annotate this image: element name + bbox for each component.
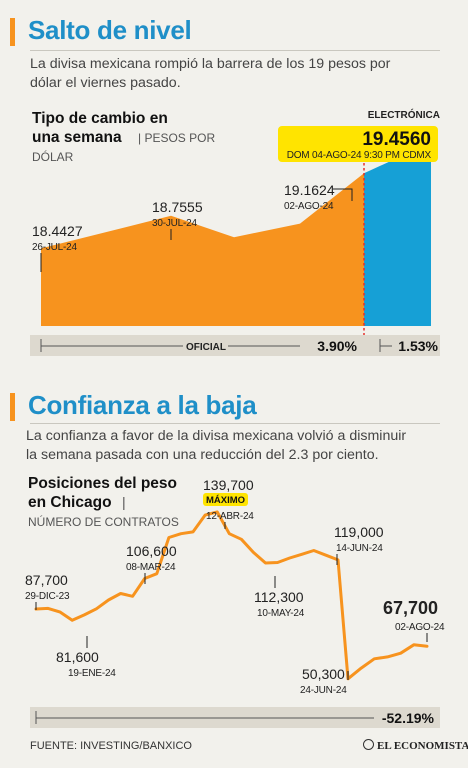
value-label: 87,700 [25, 572, 68, 588]
chart-unit-separator: | [122, 494, 126, 510]
official-label: OFICIAL [186, 342, 226, 353]
chart-title: Posiciones del peso [28, 475, 178, 492]
leader-line [333, 188, 353, 201]
date-label: 14-JUN-24 [336, 543, 383, 554]
divider [30, 423, 440, 424]
source-note: FUENTE: INVESTING/BANXICO [30, 740, 192, 752]
date-label: 19-ENE-24 [68, 668, 116, 679]
value-label: 67,700 [383, 598, 438, 618]
official-area [41, 173, 364, 326]
value-label: 119,000 [334, 524, 384, 540]
value-label: 139,700 [203, 477, 254, 493]
chart-title: en Chicago [28, 494, 112, 511]
value-label: 50,300 [302, 666, 345, 682]
section-heading: Confianza a la baja [28, 390, 257, 420]
date-label: 02-AGO-24 [284, 201, 334, 212]
section-intro: La divisa mexicana rompió la barrera de … [30, 56, 391, 91]
value-label: 18.4427 [32, 223, 83, 239]
date-label: 02-AGO-24 [395, 622, 445, 633]
value-label: 81,600 [56, 649, 99, 665]
official-change: 3.90% [317, 338, 357, 354]
heading-accent-bar [10, 18, 15, 46]
electronic-change: 1.53% [398, 338, 438, 354]
date-label: 29-DIC-23 [25, 591, 70, 602]
date-label: DOM 04-AGO-24 9:30 PM CDMX [287, 150, 432, 161]
value-label: 18.7555 [152, 199, 203, 215]
section-intro: La confianza a favor de la divisa mexica… [26, 428, 407, 463]
value-label: 112,300 [254, 589, 304, 605]
electronic-label: ELECTRÓNICA [368, 108, 440, 121]
date-label: 26-JUL-24 [32, 242, 78, 253]
max-badge [203, 493, 248, 506]
chart-unit: NÚMERO DE CONTRATOS [28, 515, 179, 529]
globe-icon [363, 739, 374, 750]
chart-title: una semana [32, 129, 122, 146]
chart-unit: DÓLAR [32, 150, 74, 164]
brand-logo: EL ECONOMISTA [363, 739, 468, 752]
date-label: 10-MAY-24 [257, 608, 305, 619]
value-label: 19.1624 [284, 182, 335, 198]
value-label: 19.4560 [362, 129, 431, 150]
value-label: 106,600 [126, 543, 177, 559]
date-label: 30-JUL-24 [152, 218, 198, 229]
date-label: 12-ABR-24 [206, 511, 254, 522]
electronic-area [364, 142, 431, 326]
section-heading: Salto de nivel [28, 15, 192, 45]
total-change: -52.19% [382, 710, 435, 726]
date-label: 08-MAR-24 [126, 562, 176, 573]
brand-name: EL ECONOMISTA [377, 740, 468, 752]
heading-accent-bar [10, 393, 15, 421]
divider [30, 50, 440, 51]
chart-unit: | PESOS POR [138, 131, 216, 145]
chart-title: Tipo de cambio en [32, 110, 168, 127]
highlight-box [278, 126, 438, 162]
date-label: 24-JUN-24 [300, 685, 347, 696]
max-badge-label: MÁXIMO [206, 495, 245, 506]
